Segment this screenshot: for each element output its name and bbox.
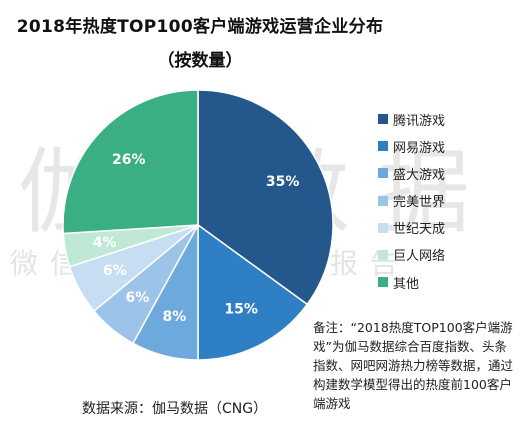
legend-item-0: 腾讯游戏 <box>378 110 446 129</box>
legend-label-3: 完美世界 <box>393 195 446 211</box>
pie-slice-0 <box>197 89 334 306</box>
pie-slice-1 <box>197 223 309 361</box>
pie-slices <box>62 89 334 361</box>
legend-item-5: 巨人网络 <box>378 246 445 264</box>
slice-label-2: 8% <box>162 309 186 325</box>
legend-item-4: 世纪天成 <box>378 219 445 237</box>
legend-swatch-2 <box>378 168 388 179</box>
pie-slice-6 <box>62 89 199 235</box>
legend-swatch-6 <box>378 277 388 288</box>
legend-label-6: 其他 <box>393 276 420 292</box>
legend: 腾讯游戏网易游戏盛大游戏完美世界世纪天成巨人网络其他 <box>378 110 445 300</box>
legend-item-2: 盛大游戏 <box>378 164 446 183</box>
slice-label-6: 26% <box>112 152 146 168</box>
slice-label-3: 6% <box>126 290 150 306</box>
legend-swatch-3 <box>378 195 388 206</box>
slice-label-5: 4% <box>93 235 117 251</box>
slice-label-0: 35% <box>266 174 300 190</box>
legend-swatch-5 <box>378 249 388 260</box>
legend-swatch-1 <box>378 141 388 152</box>
pie-slice-labels: 35% 15% 8% 6% 6% 4% 26% <box>93 152 300 325</box>
legend-item-3: 完美世界 <box>378 192 445 210</box>
note-text: 备注：“2018热度TOP100客户端游戏”为伽马数据综合百度指数、头条指数、网… <box>313 320 514 411</box>
chart-subtitle: （按数量） <box>157 51 243 71</box>
legend-label-2: 盛大游戏 <box>393 167 446 183</box>
legend-label-1: 网易游戏 <box>393 140 446 156</box>
source-text: 数据来源：伽马数据（CNG） <box>82 401 268 417</box>
legend-swatch-0 <box>378 114 388 124</box>
legend-label-0: 腾讯游戏 <box>393 113 446 129</box>
legend-label-5: 巨人网络 <box>393 249 446 265</box>
legend-item-6: 其他 <box>378 273 445 292</box>
slice-label-1: 15% <box>224 302 258 318</box>
legend-item-1: 网易游戏 <box>378 137 446 156</box>
chart-title: 2018年热度TOP100客户端游戏运营企业分布 <box>16 17 384 37</box>
legend-label-4: 世纪天成 <box>393 222 446 238</box>
legend-swatch-4 <box>378 222 388 233</box>
slice-label-4: 6% <box>103 263 127 279</box>
